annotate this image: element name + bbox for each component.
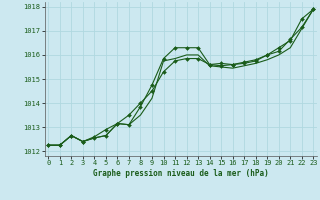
X-axis label: Graphe pression niveau de la mer (hPa): Graphe pression niveau de la mer (hPa) <box>93 169 269 178</box>
